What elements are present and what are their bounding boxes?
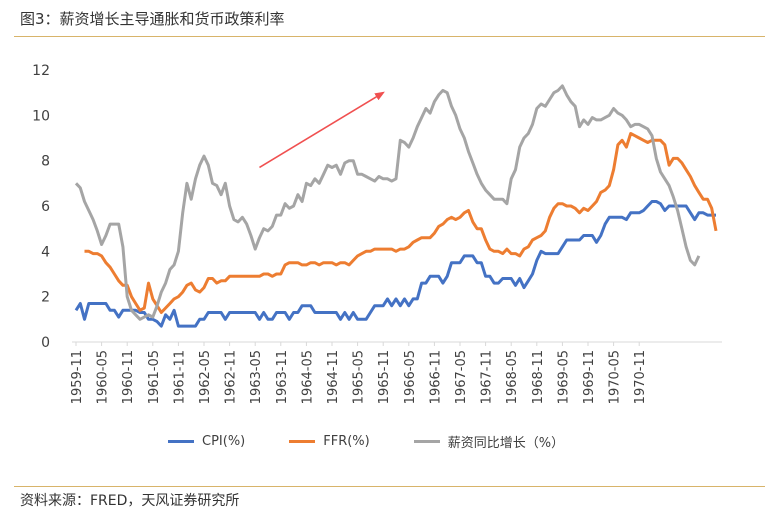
series-line-wage: [74, 84, 701, 321]
legend-swatch-ffr: [289, 440, 316, 443]
x-tick-label: 1968-05: [505, 350, 520, 404]
y-tick-label: 6: [41, 199, 50, 215]
figure-title: 图3：薪资增长主导通胀和货币政策利率: [20, 10, 285, 28]
x-tick-label: 1964-05: [300, 350, 315, 404]
x-tick-label: 1960-11: [121, 350, 136, 404]
x-tick-label: 1962-05: [198, 350, 213, 404]
legend-item-ffr: FFR(%): [289, 434, 370, 449]
x-tick-label: 1960-05: [96, 350, 111, 404]
y-tick-label: 10: [32, 108, 50, 124]
series-line-cpi: [74, 200, 716, 328]
x-tick-label: 1961-05: [147, 350, 162, 404]
legend-label-wage: 薪资同比增长（%）: [447, 436, 565, 451]
legend-swatch-wage: [413, 440, 440, 443]
y-tick-label: 2: [41, 290, 50, 306]
title-divider: [14, 36, 765, 37]
x-tick-label: 1970-05: [608, 350, 623, 404]
x-axis-ticks: 1959-11 1960-05 1960-11 1961-05 1961-11 1962-…: [70, 342, 648, 404]
source-divider: [14, 486, 765, 487]
y-axis-ticks: 0 2 4 6 8 10 12: [32, 63, 50, 351]
legend-item-wage: 薪资同比增长（%）: [413, 432, 565, 451]
y-tick-label: 12: [32, 63, 50, 79]
y-tick-label: 0: [41, 335, 50, 351]
source-note: 资料来源：FRED，天风证券研究所: [20, 493, 240, 509]
x-tick-label: 1970-11: [633, 350, 648, 404]
chart-legend: CPI(%) FFR(%) 薪资同比增长（%）: [168, 432, 564, 451]
x-tick-label: 1959-11: [70, 350, 85, 404]
x-tick-label: 1965-11: [377, 350, 392, 404]
x-tick-label: 1962-11: [224, 350, 239, 404]
x-tick-label: 1969-05: [556, 350, 571, 404]
legend-label-ffr: FFR(%): [323, 434, 370, 449]
x-tick-label: 1963-05: [249, 350, 264, 404]
x-tick-label: 1967-11: [480, 350, 495, 404]
legend-item-cpi: CPI(%): [168, 434, 245, 449]
legend-swatch-cpi: [168, 440, 194, 443]
x-tick-label: 1968-11: [531, 350, 546, 404]
x-tick-label: 1964-11: [326, 350, 341, 404]
legend-label-cpi: CPI(%): [202, 434, 246, 449]
x-tick-label: 1966-11: [428, 350, 443, 404]
x-tick-label: 1963-11: [275, 350, 290, 404]
y-tick-label: 8: [41, 154, 50, 170]
series-line-ffr: [84, 132, 718, 314]
x-tick-label: 1961-11: [172, 350, 187, 404]
trend-arrow: [259, 91, 385, 169]
series-lines: [74, 84, 718, 328]
x-tick-label: 1966-05: [403, 350, 418, 404]
x-tick-label: 1967-05: [454, 350, 469, 404]
y-tick-label: 4: [41, 244, 50, 260]
x-tick-label: 1965-05: [352, 350, 367, 404]
x-tick-label: 1969-11: [582, 350, 597, 404]
